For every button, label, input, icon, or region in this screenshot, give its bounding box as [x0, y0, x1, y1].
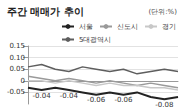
svg-text:0.15: 0.15 [9, 42, 25, 50]
svg-text:경기: 경기 [162, 23, 176, 31]
svg-text:(단위:%): (단위:%) [149, 8, 178, 16]
svg-text:-0.05: -0.05 [7, 88, 25, 96]
svg-text:-0.06: -0.06 [87, 96, 106, 104]
svg-text:주간 매매가 추이: 주간 매매가 추이 [7, 6, 84, 17]
svg-text:-0.04: -0.04 [33, 92, 52, 100]
svg-text:-0.08: -0.08 [155, 101, 173, 109]
svg-text:-0.06: -0.06 [114, 96, 133, 104]
svg-text:0.05: 0.05 [9, 65, 25, 73]
svg-text:-0.04: -0.04 [60, 92, 79, 100]
svg-text:0.10: 0.10 [9, 54, 25, 62]
svg-text:신도시: 신도시 [117, 23, 138, 31]
svg-text:서울: 서울 [79, 23, 93, 31]
svg-text:5대광역시: 5대광역시 [79, 36, 111, 44]
svg-text:0: 0 [21, 77, 25, 85]
